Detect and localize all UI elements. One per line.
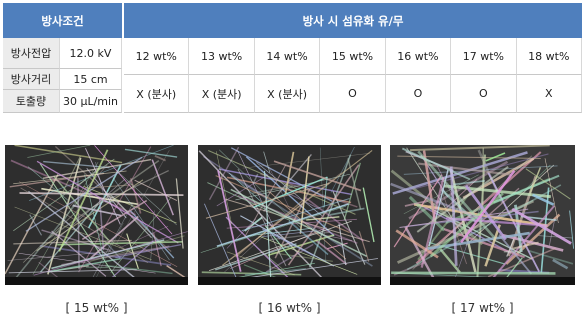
image-caption: [ 17 wt% ] bbox=[451, 301, 514, 315]
sem-image bbox=[5, 145, 188, 285]
condition-label: 방사전압 bbox=[3, 38, 60, 69]
right-header: 방사 시 섬유화 유/무 bbox=[124, 3, 582, 38]
result: O bbox=[320, 75, 386, 113]
sem-image bbox=[390, 145, 575, 285]
left-header: 방사조건 bbox=[3, 3, 122, 38]
condition-value: 30 μL/min bbox=[60, 90, 122, 113]
condition-value: 12.0 kV bbox=[60, 38, 122, 69]
result: O bbox=[451, 75, 517, 113]
result: X (분사) bbox=[124, 75, 190, 113]
result: X bbox=[516, 75, 582, 113]
concentration: 15 wt% bbox=[320, 38, 386, 75]
concentration: 12 wt% bbox=[124, 38, 190, 75]
concentration: 16 wt% bbox=[385, 38, 452, 75]
sem-image bbox=[198, 145, 381, 285]
result: O bbox=[385, 75, 452, 113]
concentration: 14 wt% bbox=[254, 38, 321, 75]
concentration: 17 wt% bbox=[451, 38, 517, 75]
condition-label: 방사거리 bbox=[3, 69, 60, 90]
result: X (분사) bbox=[254, 75, 321, 113]
condition-label: 토출량 bbox=[3, 90, 60, 113]
image-caption: [ 15 wt% ] bbox=[65, 301, 128, 315]
result: X (분사) bbox=[189, 75, 255, 113]
concentration: 13 wt% bbox=[189, 38, 255, 75]
concentration: 18 wt% bbox=[516, 38, 582, 75]
condition-value: 15 cm bbox=[60, 69, 122, 90]
image-caption: [ 16 wt% ] bbox=[258, 301, 321, 315]
